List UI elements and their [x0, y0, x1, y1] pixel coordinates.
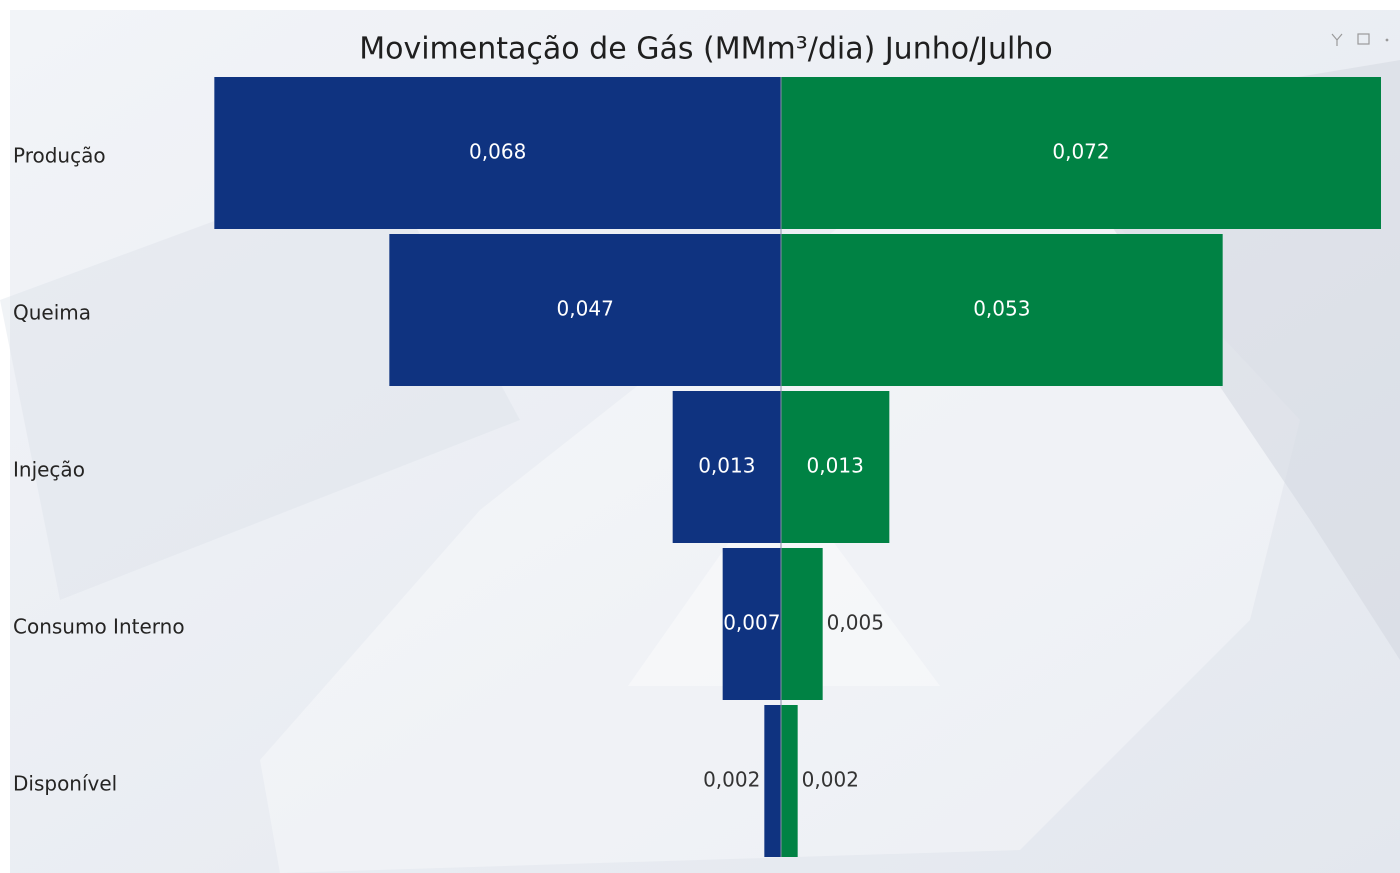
- value-label: 0,013: [698, 454, 755, 478]
- bar: [214, 77, 782, 229]
- category-label: Consumo Interno: [13, 615, 185, 639]
- bar: [781, 234, 1223, 386]
- bar: [781, 548, 823, 700]
- category-label: Produção: [13, 144, 106, 168]
- value-label: 0,007: [723, 611, 780, 635]
- more-icon[interactable]: [1385, 38, 1389, 42]
- value-label: 0,002: [703, 768, 760, 792]
- header-strip: [34, 0, 1374, 10]
- bar: [722, 548, 781, 700]
- value-label: 0,013: [807, 454, 864, 478]
- value-label: 0,047: [557, 297, 614, 321]
- value-label: 0,005: [827, 611, 884, 635]
- chart-title: Movimentação de Gás (MMm³/dia) Junho/Jul…: [359, 32, 1053, 67]
- category-label: Queima: [13, 301, 91, 325]
- category-label: Disponível: [13, 772, 117, 796]
- bar: [781, 77, 1381, 229]
- value-label: 0,068: [469, 140, 526, 164]
- bar: [781, 705, 798, 857]
- visual-icons[interactable]: [1331, 33, 1389, 46]
- filter-icon[interactable]: [1331, 33, 1343, 46]
- value-label: 0,002: [802, 768, 859, 792]
- bar: [764, 705, 781, 857]
- bar: [672, 391, 781, 543]
- value-label: 0,053: [973, 297, 1030, 321]
- bar: [389, 234, 781, 386]
- bar: [781, 391, 890, 543]
- focus-icon[interactable]: [1357, 33, 1370, 45]
- value-label: 0,072: [1052, 140, 1109, 164]
- category-label: Injeção: [13, 458, 85, 482]
